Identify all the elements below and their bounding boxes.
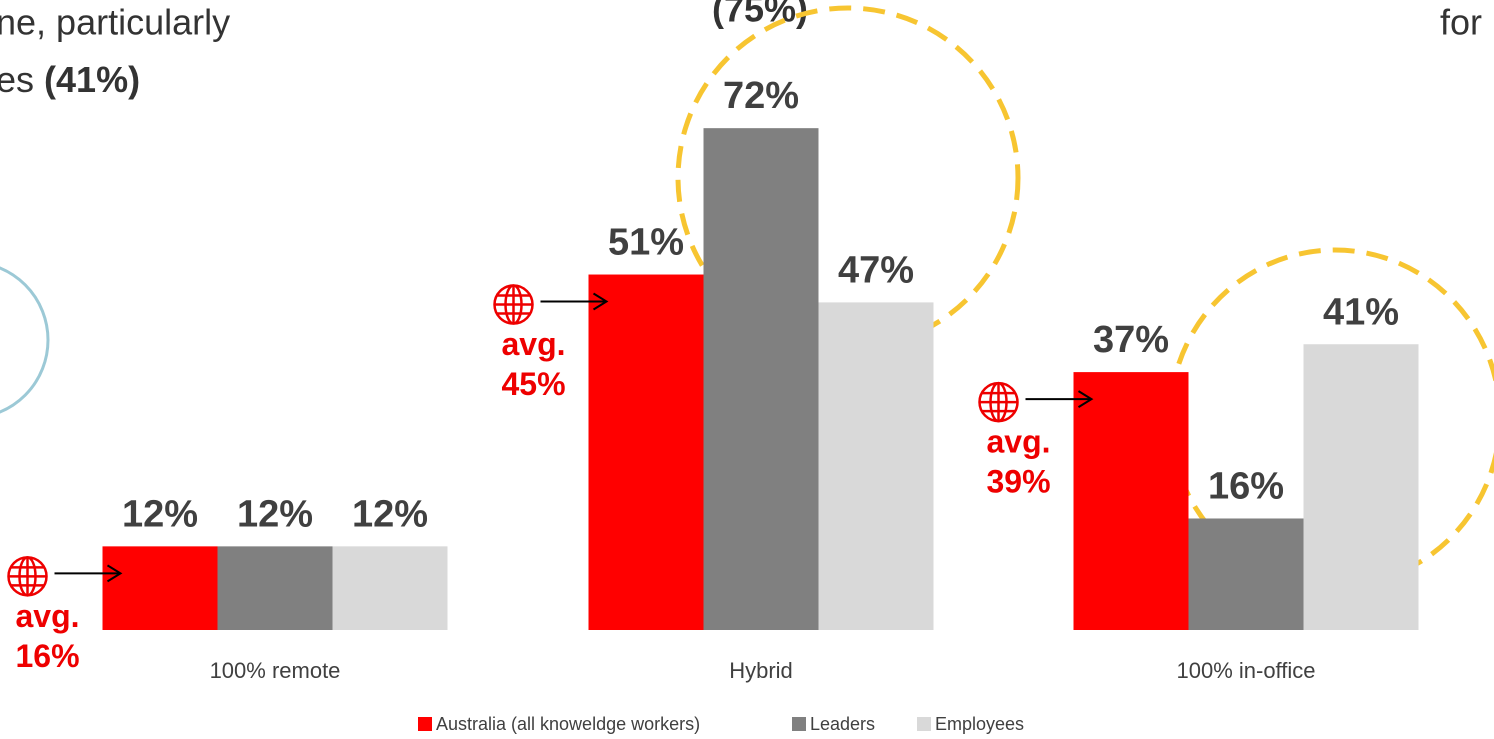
data-label: 41% [1323, 291, 1399, 333]
data-label: 47% [838, 249, 914, 291]
legend-label: Australia (all knoweldge workers) [436, 714, 700, 734]
bar [1188, 518, 1304, 630]
header-text: (75%) [712, 0, 808, 30]
avg-value: 45% [501, 366, 565, 402]
legend-swatch [917, 717, 931, 731]
x-tick-label: 100% in-office [1176, 658, 1315, 683]
legend-swatch [418, 717, 432, 731]
globe-icon [978, 381, 1019, 423]
legend-label: Employees [935, 714, 1024, 734]
legend-label: Leaders [810, 714, 875, 734]
bar [588, 274, 704, 630]
data-label: 16% [1208, 466, 1284, 508]
avg-label: avg. [986, 424, 1050, 460]
arrow-head [1077, 390, 1094, 408]
header-text: (41%) [44, 59, 140, 100]
bar [1303, 344, 1419, 630]
bar [332, 546, 448, 630]
header-text: es [0, 59, 34, 100]
header-text: es (41%) [0, 59, 140, 100]
avg-label: avg. [15, 598, 79, 634]
avg-label: avg. [501, 326, 565, 362]
data-label: 12% [237, 493, 313, 535]
globe-icon [493, 284, 534, 325]
legend-swatch [792, 717, 806, 731]
data-label: 12% [352, 493, 428, 535]
header-text: ne, particularly [0, 2, 230, 43]
x-tick-label: 100% remote [210, 658, 341, 683]
data-label: 37% [1093, 319, 1169, 361]
bar [217, 546, 333, 630]
decor-circle [0, 266, 50, 414]
avg-value: 39% [986, 464, 1050, 500]
globe-icon [7, 556, 48, 597]
bar [703, 128, 819, 630]
data-label: 51% [608, 222, 684, 264]
data-label: 72% [723, 75, 799, 117]
arrow-head [592, 292, 609, 311]
bar [1073, 372, 1189, 630]
highlight-circle [675, 5, 1021, 351]
data-label: 12% [122, 493, 198, 535]
bar [102, 546, 218, 630]
header-text: for [1440, 2, 1482, 43]
bar [818, 302, 934, 630]
avg-value: 16% [15, 638, 79, 674]
arrow-head [106, 564, 123, 583]
x-tick-label: Hybrid [729, 658, 793, 683]
